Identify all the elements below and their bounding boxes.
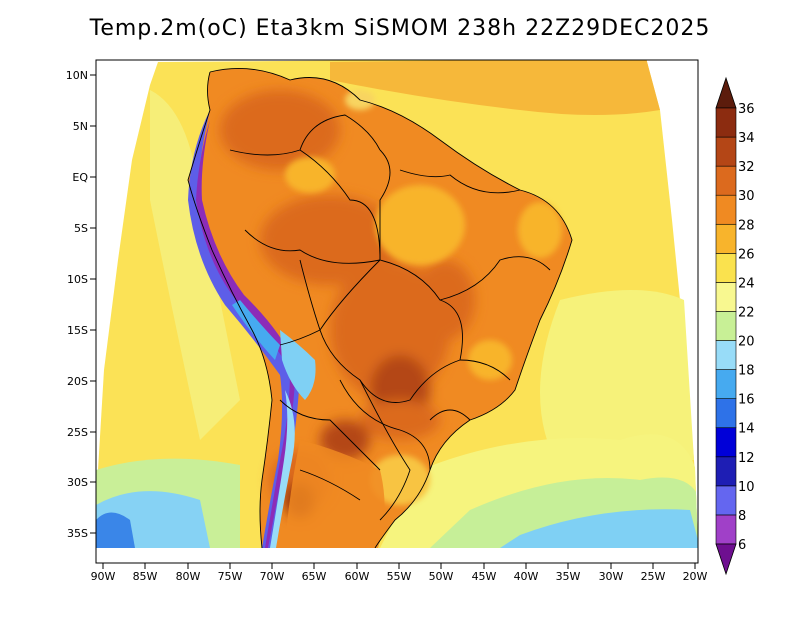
longitude-axis: 90W 85W 80W 75W 70W 65W 60W 55W 50W 45W … (91, 563, 708, 583)
colorbar-label: 28 (738, 218, 755, 233)
ocean-pacific-south-deep (96, 512, 135, 548)
colorbar-bottom-arrow (715, 543, 737, 576)
colorbar-label: 16 (738, 393, 755, 408)
colorbar-label: 30 (738, 189, 755, 204)
lon-label: 40W (514, 570, 539, 583)
colorbar-segment (715, 253, 737, 283)
colorbar: 6 8 10 12 14 16 18 20 22 24 26 28 30 32 34 36 (715, 76, 755, 576)
lat-label: 10S (67, 273, 88, 286)
colorbar-segment (715, 427, 737, 458)
lon-label: 45W (472, 570, 497, 583)
andes-southern-cool (270, 390, 295, 548)
colorbar-label: 8 (738, 509, 746, 524)
pacific-coastal-cool (150, 90, 240, 440)
lon-label: 30W (599, 570, 624, 583)
lat-label: 25S (67, 426, 88, 439)
lon-label: 80W (176, 570, 201, 583)
colorbar-segment (715, 456, 737, 487)
lon-label: 25W (641, 570, 666, 583)
colorbar-segment (715, 107, 737, 138)
lon-label: 20W (683, 570, 708, 583)
lat-label: 35S (67, 527, 88, 540)
lon-label: 70W (260, 570, 285, 583)
colorbar-segment (715, 369, 737, 399)
lon-label: 50W (429, 570, 454, 583)
altiplano (280, 330, 316, 400)
lon-label: 55W (387, 570, 412, 583)
lon-label: 35W (556, 570, 581, 583)
andes-core (196, 120, 296, 548)
colorbar-segment (715, 485, 737, 516)
lon-label: 60W (345, 570, 370, 583)
country-borders (187, 68, 573, 548)
lat-label: 30S (67, 476, 88, 489)
colorbar-segment (715, 223, 737, 254)
colorbar-segment (715, 136, 737, 167)
colorbar-label: 34 (738, 131, 755, 146)
ocean-atlantic-cool (540, 290, 694, 470)
pampas-region (285, 440, 385, 548)
colorbar-label: 22 (738, 305, 755, 320)
colorbar-label: 26 (738, 247, 755, 262)
axis-frame (95, 59, 699, 564)
colorbar-label: 12 (738, 451, 755, 466)
colorbar-segment (715, 282, 737, 312)
colorbar-segment (715, 311, 737, 341)
colorbar-top-arrow (715, 76, 737, 109)
lat-label: 5N (73, 120, 88, 133)
ocean-north-warm (330, 60, 660, 115)
colorbar-label: 6 (738, 538, 746, 553)
lat-label: 15S (67, 324, 88, 337)
andes-cold (188, 110, 300, 548)
ocean-south-blue (500, 509, 698, 548)
colorbar-label: 32 (738, 160, 755, 175)
latitude-axis: 10N 5N EQ 5S 10S 15S 20S 25S 30S 35S (66, 69, 96, 540)
lat-label: 5S (74, 222, 88, 235)
colorbar-segment (715, 514, 737, 545)
colorbar-label: 10 (738, 480, 755, 495)
colorbar-label: 20 (738, 335, 755, 350)
lon-label: 65W (302, 570, 327, 583)
colorbar-label: 36 (738, 102, 755, 117)
colorbar-segment (715, 340, 737, 370)
lon-label: 85W (133, 570, 158, 583)
colorbar-segment (715, 165, 737, 196)
lon-label: 90W (91, 570, 116, 583)
lat-label: EQ (72, 171, 88, 184)
colorbar-label: 24 (738, 276, 755, 291)
lat-label: 20S (67, 375, 88, 388)
lat-label: 10N (66, 69, 88, 82)
lon-label: 75W (218, 570, 243, 583)
colorbar-label: 14 (738, 422, 755, 437)
mild-patches (285, 90, 562, 505)
temperature-field (96, 60, 698, 548)
colorbar-segment (715, 398, 737, 429)
colorbar-label: 18 (738, 364, 755, 379)
colorbar-segment (715, 194, 737, 225)
map-title: Temp.2m(oC) Eta3km SiSMOM 238h 22Z29DEC2… (89, 16, 711, 41)
